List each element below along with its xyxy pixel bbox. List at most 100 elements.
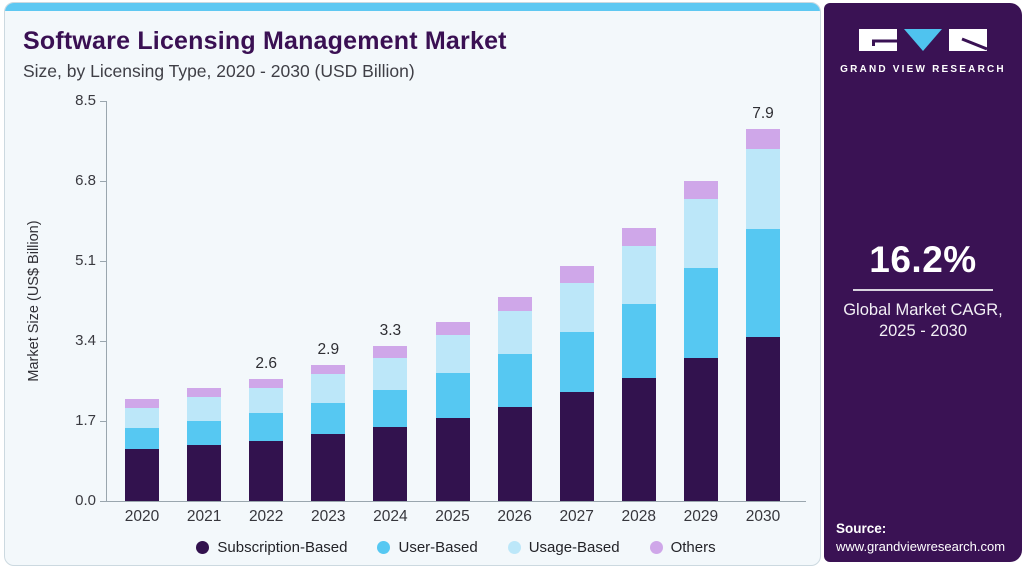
bar-segment-2027-user-based (559, 332, 594, 392)
y-axis-tick-label: 5.1 (75, 252, 96, 269)
bar-segment-2030-subscription-based (746, 337, 780, 501)
bar-total-label-2022: 2.6 (255, 354, 277, 372)
brand-sidebar: GRAND VIEW RESEARCH 16.2% Global Market … (824, 3, 1022, 562)
legend-item-subscription-based: Subscription-Based (196, 539, 347, 556)
bar-segment-2027-others (559, 266, 594, 283)
bar-segment-2029-user-based (683, 267, 718, 359)
bar-segment-2025-others (435, 322, 470, 336)
bar-segment-2021-others (187, 387, 222, 397)
bar-segment-2030-user-based (746, 229, 780, 338)
gvr-logo (824, 29, 1022, 51)
bar-segment-2026-others (497, 297, 532, 312)
bar-segment-2022-usage-based (249, 387, 284, 413)
bar-segment-2025-user-based (435, 373, 470, 418)
bar-segment-2022-others (249, 378, 284, 388)
cagr-block: 16.2% Global Market CAGR, 2025 - 2030 (824, 239, 1022, 342)
bar-segment-2020-subscription-based (125, 449, 159, 501)
bar-segment-2026-usage-based (497, 311, 532, 355)
chart-card: Software Licensing Management Market Siz… (4, 2, 821, 566)
bar-segment-2029-others (683, 180, 718, 200)
bar-segment-2023-usage-based (311, 373, 346, 403)
bar-segment-2028-user-based (621, 303, 656, 378)
y-axis-tick-label: 8.5 (75, 92, 96, 109)
bar-segment-2022-subscription-based (249, 441, 284, 501)
bar-segment-2022-user-based (249, 413, 284, 442)
cagr-value: 16.2% (869, 239, 977, 280)
bar-segment-2026-user-based (497, 354, 532, 407)
bar-segment-2025-usage-based (435, 335, 470, 373)
legend-dot-icon (196, 541, 210, 554)
bar-segment-2024-user-based (373, 389, 408, 428)
x-axis-label-2024: 2024 (373, 508, 408, 525)
y-axis-tick-label: 0.0 (75, 492, 96, 509)
x-axis-label-2028: 2028 (621, 508, 657, 525)
y-axis-tick-label: 3.4 (75, 332, 96, 349)
y-axis-tick-label: 6.8 (75, 172, 96, 189)
x-axis-line (106, 501, 806, 502)
bar-segment-2028-subscription-based (621, 377, 656, 501)
bar-segment-2024-usage-based (373, 357, 408, 390)
source-block: Source: www.grandviewresearch.com (836, 521, 1005, 554)
bar-segment-2023-others (311, 364, 346, 374)
y-axis-tick (100, 420, 106, 422)
x-axis-label-2023: 2023 (311, 508, 346, 525)
x-axis-label-2030: 2030 (745, 508, 781, 525)
source-url: www.grandviewresearch.com (836, 539, 1006, 554)
bar-total-label-2023: 2.9 (317, 340, 340, 358)
legend-item-usage-based: Usage-Based (507, 539, 620, 556)
y-axis-tick (100, 260, 106, 262)
legend-label: Subscription-Based (217, 539, 348, 556)
source-label: Source: (836, 521, 887, 536)
bar-segment-2021-user-based (187, 420, 222, 445)
bar-segment-2027-subscription-based (559, 391, 594, 501)
page-subtitle: Size, by Licensing Type, 2020 - 2030 (US… (23, 61, 415, 81)
stacked-bar-chart: Market Size (US$ Billion) 0.0 1.7 3.4 5.1 6.… (5, 3, 820, 565)
legend-label: Others (670, 539, 716, 556)
x-axis-label-2025: 2025 (435, 508, 470, 525)
x-axis-label-2022: 2022 (248, 508, 284, 525)
legend-item-others: Others (649, 539, 716, 556)
legend-dot-icon (507, 541, 521, 554)
bar-segment-2030-others (746, 129, 780, 150)
x-axis-label-2026: 2026 (497, 508, 532, 525)
bar-segment-2020-usage-based (125, 408, 159, 429)
legend-label: Usage-Based (528, 539, 620, 556)
bar-segment-2027-usage-based (559, 282, 594, 333)
legend-item-user-based: User-Based (377, 539, 478, 556)
bar-segment-2024-subscription-based (373, 427, 408, 501)
bar-segment-2020-others (125, 398, 159, 409)
legend-dot-icon (649, 541, 663, 554)
bar-segment-2029-usage-based (683, 199, 718, 268)
bar-total-label-2024: 3.3 (379, 321, 402, 339)
y-axis-title: Market Size (US$ Billion) (26, 220, 42, 382)
x-axis-label-2021: 2021 (186, 508, 222, 525)
bar-segment-2029-subscription-based (683, 358, 718, 501)
x-axis-label-2020: 2020 (124, 508, 160, 525)
legend-dot-icon (377, 541, 391, 554)
bar-segment-2026-subscription-based (497, 406, 532, 501)
y-axis-tick-label: 1.7 (75, 412, 96, 429)
chart-legend: Subscription-Based User-Based Usage-Based O… (106, 539, 806, 556)
x-axis-label-2029: 2029 (683, 508, 719, 525)
y-axis-line (106, 101, 107, 501)
bar-segment-2021-subscription-based (187, 444, 222, 501)
y-axis-tick (100, 100, 106, 102)
bar-segment-2025-subscription-based (435, 417, 470, 501)
logo-r-icon (949, 29, 987, 51)
bar-segment-2028-usage-based (621, 245, 656, 304)
bar-segment-2023-user-based (311, 402, 346, 435)
y-axis-tick (100, 180, 106, 182)
logo-g-icon (859, 29, 897, 51)
logo-v-icon (904, 29, 942, 51)
bar-total-label-2030: 7.9 (752, 105, 774, 123)
bar-segment-2028-others (621, 227, 656, 246)
bar-segment-2021-usage-based (187, 397, 222, 421)
bar-segment-2020-user-based (125, 428, 159, 450)
top-accent-strip (5, 3, 820, 11)
cagr-label-line2: 2025 - 2030 (878, 322, 968, 340)
bar-segment-2023-subscription-based (311, 434, 346, 501)
bar-segment-2024-others (373, 345, 408, 358)
cagr-divider (853, 289, 993, 291)
legend-label: User-Based (398, 539, 478, 556)
